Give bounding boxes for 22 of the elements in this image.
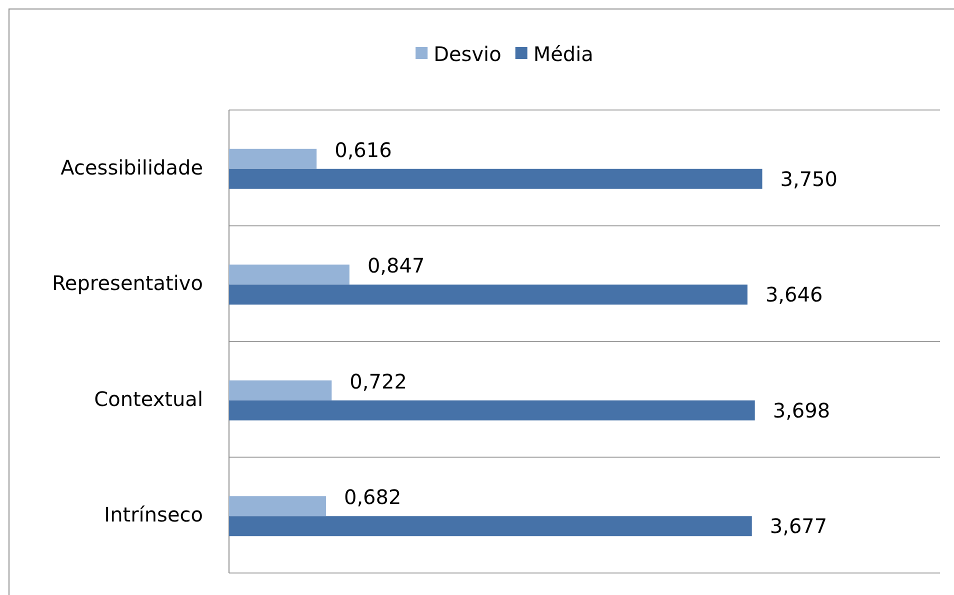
legend-label: Desvio (434, 42, 502, 66)
data-label: 3,677 (770, 514, 828, 538)
bar (229, 148, 317, 169)
y-tick-label: Contextual (94, 386, 203, 411)
data-label: 0,682 (344, 485, 402, 510)
data-label: 3,646 (765, 282, 823, 307)
bar (229, 284, 748, 305)
data-label: 0,847 (367, 254, 425, 278)
bar (229, 168, 762, 189)
bar (229, 400, 755, 420)
y-tick-label: Intrínseco (104, 502, 203, 527)
bar (229, 516, 752, 536)
data-label: 0,722 (350, 369, 407, 394)
legend-label: Média (533, 42, 594, 66)
data-label: 0,616 (334, 138, 392, 162)
bar (229, 380, 332, 400)
data-label: 3,750 (780, 166, 838, 191)
bar (229, 264, 350, 285)
bar (229, 496, 326, 516)
y-tick-label: Representativo (52, 271, 203, 296)
data-label: 3,698 (772, 398, 830, 422)
y-tick-label: Acessibilidade (60, 155, 203, 180)
